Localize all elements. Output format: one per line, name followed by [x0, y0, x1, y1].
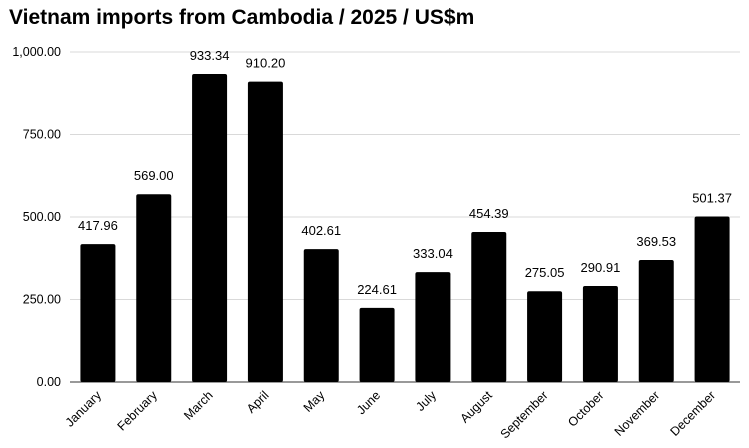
data-label: 224.61	[357, 282, 397, 297]
data-label: 275.05	[525, 265, 565, 280]
x-tick-label: June	[354, 388, 383, 417]
data-label: 933.34	[190, 48, 230, 63]
bar	[527, 291, 563, 382]
x-tick-label: May	[301, 388, 328, 415]
data-label: 569.00	[134, 168, 174, 183]
x-tick-label: July	[413, 388, 439, 414]
data-label: 501.37	[692, 191, 732, 206]
bar	[694, 216, 730, 382]
data-label: 417.96	[78, 218, 118, 233]
x-tick-label: September	[498, 388, 551, 441]
data-label: 369.53	[636, 234, 676, 249]
data-label: 333.04	[413, 246, 453, 261]
x-tick-label: January	[63, 388, 105, 430]
bar	[582, 285, 618, 382]
y-tick-label: 750.00	[23, 128, 61, 142]
y-tick-label: 250.00	[23, 293, 61, 307]
x-tick-label: November	[612, 388, 663, 439]
x-tick-label: February	[115, 388, 161, 434]
chart-title: Vietnam imports from Cambodia / 2025 / U…	[9, 6, 475, 29]
data-label: 910.20	[246, 56, 286, 71]
bar	[415, 272, 451, 382]
y-tick-label: 500.00	[23, 210, 61, 224]
y-tick-label: 0.00	[37, 375, 61, 389]
data-label: 290.91	[581, 260, 621, 275]
x-tick-label: December	[668, 388, 719, 439]
x-tick-label: October	[565, 388, 606, 429]
bar	[136, 194, 172, 382]
y-tick-label: 1,000.00	[12, 45, 61, 59]
x-tick-label: August	[457, 388, 495, 426]
bar	[471, 232, 507, 382]
bar	[303, 249, 339, 382]
bar	[359, 307, 395, 382]
x-tick-label: April	[244, 388, 272, 416]
bar	[192, 73, 228, 382]
x-tick-label: March	[181, 388, 215, 422]
bar	[80, 244, 116, 382]
data-label: 454.39	[469, 206, 509, 221]
bar	[247, 81, 283, 382]
data-label: 402.61	[301, 223, 341, 238]
bar	[638, 260, 674, 382]
